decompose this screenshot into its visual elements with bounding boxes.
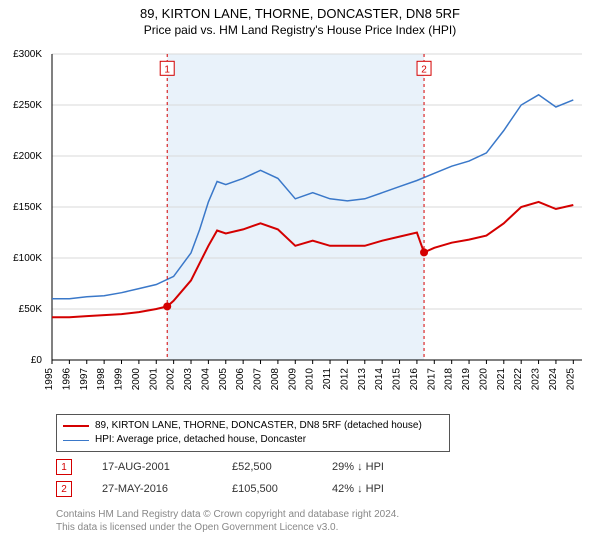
sale-price: £105,500 [232, 483, 302, 495]
svg-text:£0: £0 [31, 355, 43, 366]
footer-attribution: Contains HM Land Registry data © Crown c… [56, 508, 399, 534]
svg-text:1997: 1997 [79, 368, 90, 391]
legend-label: 89, KIRTON LANE, THORNE, DONCASTER, DN8 … [95, 419, 422, 433]
svg-text:2017: 2017 [426, 368, 437, 391]
legend-swatch [63, 425, 89, 427]
legend-label: HPI: Average price, detached house, Donc… [95, 433, 306, 447]
svg-text:2021: 2021 [496, 368, 507, 391]
sale-date: 17-AUG-2001 [102, 461, 202, 473]
price-chart: £0£50K£100K£150K£200K£250K£300K199519961… [48, 50, 588, 400]
sale-marker-icon: 2 [56, 481, 72, 497]
svg-text:2013: 2013 [357, 368, 368, 391]
legend-row: HPI: Average price, detached house, Donc… [63, 433, 443, 447]
svg-text:£150K: £150K [13, 202, 42, 213]
svg-text:£250K: £250K [13, 100, 42, 111]
svg-text:2007: 2007 [253, 368, 264, 391]
svg-text:1995: 1995 [44, 368, 55, 391]
sale-delta: 29% ↓ HPI [332, 461, 432, 473]
sale-row: 2 27-MAY-2016 £105,500 42% ↓ HPI [56, 478, 432, 500]
svg-text:2015: 2015 [392, 368, 403, 391]
svg-text:2005: 2005 [218, 368, 229, 391]
chart-title: 89, KIRTON LANE, THORNE, DONCASTER, DN8 … [0, 6, 600, 21]
svg-text:2016: 2016 [409, 368, 420, 391]
svg-text:2024: 2024 [548, 368, 559, 391]
svg-text:2000: 2000 [131, 368, 142, 391]
svg-text:2014: 2014 [374, 368, 385, 391]
svg-text:1998: 1998 [96, 368, 107, 391]
svg-text:2001: 2001 [148, 368, 159, 391]
svg-text:2025: 2025 [565, 368, 576, 391]
svg-text:1999: 1999 [114, 368, 125, 391]
sale-date: 27-MAY-2016 [102, 483, 202, 495]
svg-text:£200K: £200K [13, 151, 42, 162]
svg-text:2: 2 [421, 64, 427, 75]
footer-line1: Contains HM Land Registry data © Crown c… [56, 508, 399, 521]
svg-text:2012: 2012 [339, 368, 350, 391]
sales-table: 1 17-AUG-2001 £52,500 29% ↓ HPI 2 27-MAY-2016… [56, 456, 432, 500]
svg-text:2009: 2009 [287, 368, 298, 391]
chart-title-block: 89, KIRTON LANE, THORNE, DONCASTER, DN8 … [0, 0, 600, 37]
svg-text:2022: 2022 [513, 368, 524, 391]
legend-swatch [63, 440, 89, 441]
sale-row: 1 17-AUG-2001 £52,500 29% ↓ HPI [56, 456, 432, 478]
legend: 89, KIRTON LANE, THORNE, DONCASTER, DN8 … [56, 414, 450, 452]
svg-text:2019: 2019 [461, 368, 472, 391]
svg-text:2004: 2004 [200, 368, 211, 391]
svg-text:£300K: £300K [13, 49, 42, 60]
svg-text:2010: 2010 [305, 368, 316, 391]
chart-subtitle: Price paid vs. HM Land Registry's House … [0, 23, 600, 37]
svg-text:2018: 2018 [444, 368, 455, 391]
svg-text:2006: 2006 [235, 368, 246, 391]
svg-text:2003: 2003 [183, 368, 194, 391]
svg-text:£100K: £100K [13, 253, 42, 264]
svg-text:1: 1 [164, 64, 170, 75]
svg-text:2008: 2008 [270, 368, 281, 391]
sale-delta: 42% ↓ HPI [332, 483, 432, 495]
svg-text:£50K: £50K [19, 304, 43, 315]
svg-text:2020: 2020 [478, 368, 489, 391]
svg-text:2002: 2002 [166, 368, 177, 391]
sale-marker-icon: 1 [56, 459, 72, 475]
footer-line2: This data is licensed under the Open Gov… [56, 521, 399, 534]
svg-text:2011: 2011 [322, 368, 333, 390]
sale-price: £52,500 [232, 461, 302, 473]
svg-text:2023: 2023 [531, 368, 542, 391]
svg-text:1996: 1996 [61, 368, 72, 391]
legend-row: 89, KIRTON LANE, THORNE, DONCASTER, DN8 … [63, 419, 443, 433]
